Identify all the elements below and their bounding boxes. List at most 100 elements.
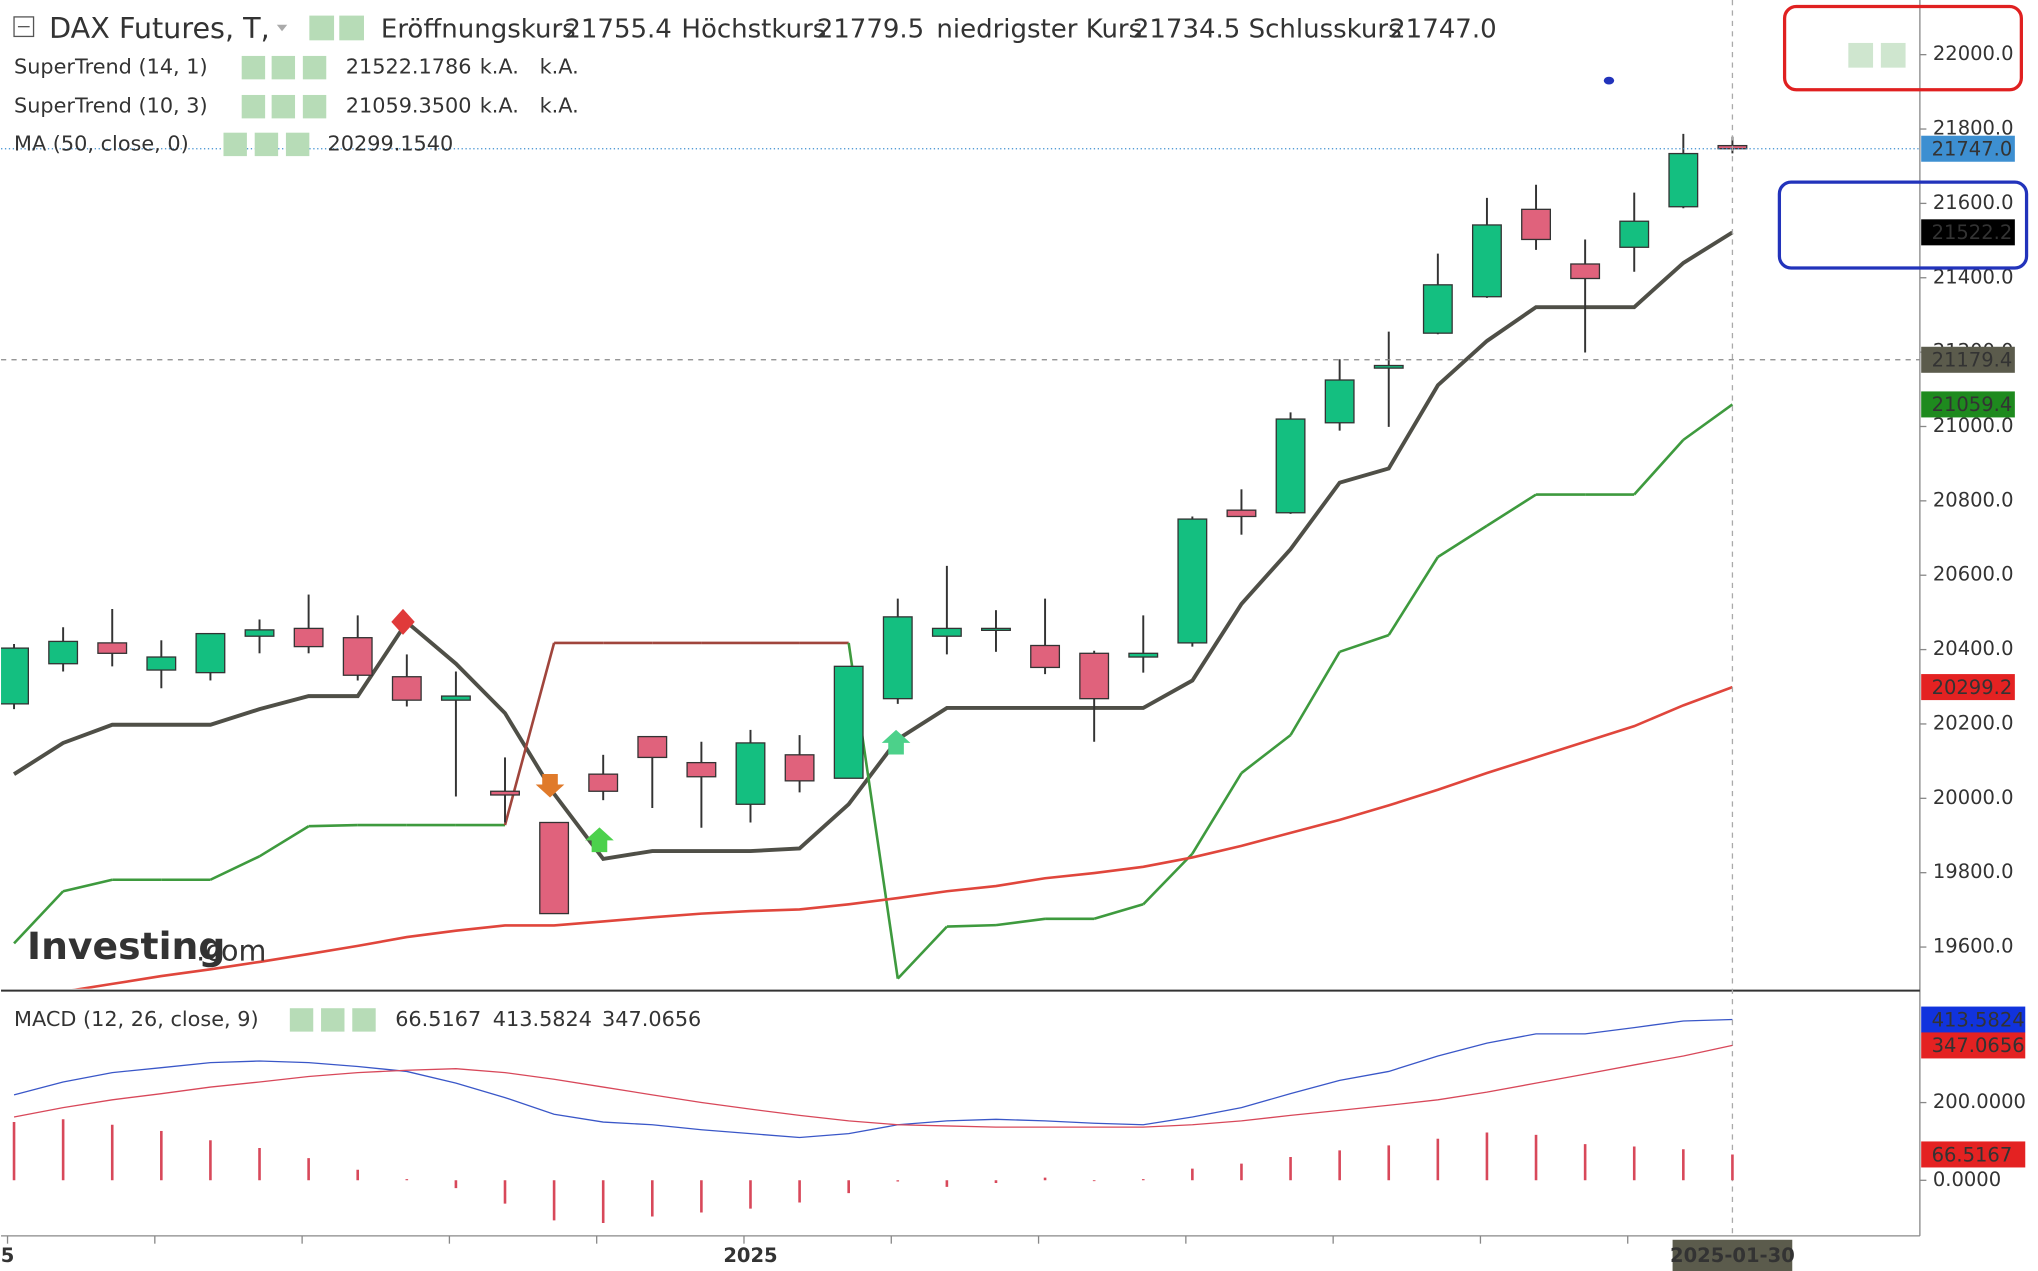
series-segment xyxy=(62,878,113,893)
price-box xyxy=(1921,1006,2026,1033)
x-crosshair-box xyxy=(1672,1239,1793,1271)
visibility-icon[interactable] xyxy=(223,132,247,157)
candle-body xyxy=(48,640,79,665)
legend-value: 21059.3500 xyxy=(346,94,472,118)
y-tick-label: 20800.0 xyxy=(1933,488,2014,511)
remove-icon[interactable] xyxy=(302,55,327,80)
series-segment xyxy=(1633,439,1685,496)
candle-body xyxy=(931,627,962,637)
price-box-label: 21179.4 xyxy=(1932,349,2013,372)
remove-icon[interactable] xyxy=(302,94,327,119)
down-arrow xyxy=(535,774,565,798)
y-tick-label: 19800.0 xyxy=(1933,860,2014,883)
settings-icon[interactable] xyxy=(254,132,279,157)
price-box xyxy=(1921,346,2015,373)
candle-body xyxy=(293,627,324,648)
settings-icon[interactable] xyxy=(271,55,296,80)
candle-body xyxy=(1668,152,1699,208)
candle-body xyxy=(342,637,373,676)
candle-body xyxy=(97,642,128,654)
remove-icon[interactable] xyxy=(285,132,310,157)
candle-body xyxy=(981,627,1011,631)
visibility-icon[interactable] xyxy=(309,15,335,41)
x-tick-label: 5 xyxy=(1,1244,15,1267)
legend-name: MA (50, close, 0) xyxy=(14,131,189,155)
highlight-box xyxy=(1782,4,2023,92)
settings-icon[interactable] xyxy=(339,15,364,41)
candle-body xyxy=(735,742,766,805)
header-value: 21779.5 xyxy=(817,14,925,44)
candle-body xyxy=(539,821,570,915)
scale-icon[interactable] xyxy=(1848,42,1874,68)
price-box-label: 66.5167 xyxy=(1932,1143,2013,1166)
y-tick-label: 19600.0 xyxy=(1933,935,2014,958)
legend-value: 413.5824 xyxy=(493,1007,592,1031)
y-tick-label: 22000.0 xyxy=(1933,42,2014,65)
price-box-label: 21522.2 xyxy=(1932,221,2013,244)
price-box-label: 347.0656 xyxy=(1932,1034,2025,1057)
series-segment xyxy=(1093,903,1144,921)
series-segment xyxy=(1339,633,1390,654)
marker-dot xyxy=(1603,76,1615,85)
candle-body xyxy=(588,773,619,792)
candle-body xyxy=(1570,263,1601,280)
header-value: 21747.0 xyxy=(1389,14,1497,44)
candle-body xyxy=(882,616,913,700)
y-tick-label: 21400.0 xyxy=(1933,265,2014,288)
series-segment xyxy=(995,917,1046,927)
y-tick-label: 20000.0 xyxy=(1933,786,2014,809)
candle-body xyxy=(1177,518,1208,644)
candle-body xyxy=(1324,379,1355,424)
series-segment xyxy=(896,925,948,980)
series-segment xyxy=(946,923,997,928)
legend-extra: k.A. xyxy=(480,55,519,79)
candle-body xyxy=(244,629,275,637)
series-segment xyxy=(1240,734,1292,775)
series-segment xyxy=(13,890,65,945)
visibility-icon[interactable] xyxy=(241,55,266,80)
header-label: Schlusskurs xyxy=(1249,14,1402,44)
legend-value: 347.0656 xyxy=(602,1007,701,1031)
series-line xyxy=(12,230,1734,861)
series-segment xyxy=(1387,556,1439,636)
collapse-icon[interactable] xyxy=(13,16,35,38)
y-tick-label: 21000.0 xyxy=(1933,414,2014,437)
settings-icon[interactable] xyxy=(321,1008,345,1032)
legend-extra: k.A. xyxy=(540,94,579,118)
candle-body xyxy=(1619,220,1650,248)
candle-body xyxy=(784,754,815,782)
series-segment xyxy=(258,825,310,858)
candle-body xyxy=(1,647,29,705)
legend-value: 21522.1786 xyxy=(346,55,472,79)
x-tick-label: 2025-01-30 xyxy=(1670,1244,1795,1267)
y-tick-label: 21800.0 xyxy=(1933,117,2014,140)
dropdown-caret[interactable] xyxy=(276,24,288,32)
series-line xyxy=(13,1044,1733,1128)
visibility-icon[interactable] xyxy=(241,94,266,119)
header-label: Höchstkurs xyxy=(681,14,826,44)
up-arrow xyxy=(585,827,614,853)
series-segment xyxy=(1142,852,1194,906)
legend-extra: k.A. xyxy=(540,55,579,79)
candle-body xyxy=(1030,644,1061,669)
price-box-label: 413.5824 xyxy=(1932,1008,2025,1031)
candle-body xyxy=(1373,364,1404,369)
remove-icon[interactable] xyxy=(352,1008,376,1032)
series-line xyxy=(13,1018,1733,1139)
price-box-label: 21059.4 xyxy=(1932,393,2013,416)
candle-body xyxy=(1422,284,1453,334)
highlight-box xyxy=(1777,180,2029,270)
scale-icon[interactable] xyxy=(1880,42,1906,68)
candle-body xyxy=(686,761,717,778)
visibility-icon[interactable] xyxy=(289,1008,314,1032)
y-tick-label: 21600.0 xyxy=(1933,191,2014,214)
y-tick-label: 20400.0 xyxy=(1933,637,2014,660)
settings-icon[interactable] xyxy=(271,94,296,119)
price-box xyxy=(1921,219,2015,246)
series-segment xyxy=(209,855,261,881)
instrument-title: DAX Futures, T, xyxy=(49,11,270,45)
candle-body xyxy=(1275,418,1306,514)
y-tick-label: 20200.0 xyxy=(1933,711,2014,734)
